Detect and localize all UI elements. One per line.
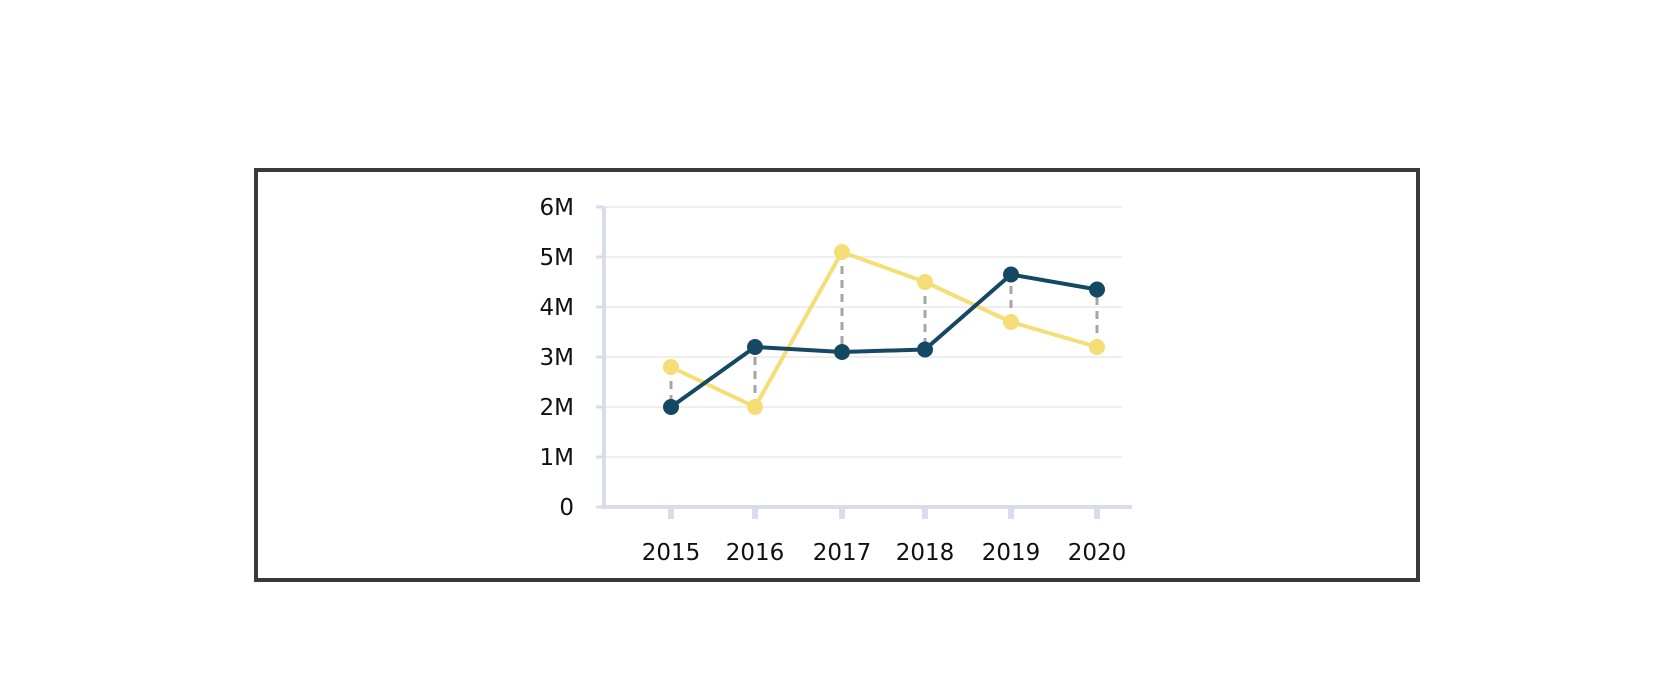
x-tick-label: 2017 <box>813 540 872 566</box>
y-tick-label: 6M <box>540 195 574 221</box>
series-1-point-2018 <box>917 341 933 358</box>
y-tick-label: 2M <box>540 395 574 421</box>
x-tick-label: 2018 <box>896 540 955 566</box>
series-1-point-2019 <box>1003 266 1019 283</box>
grid-layer <box>604 206 1122 458</box>
series-line-0 <box>669 250 1099 409</box>
x-tick-label: 2016 <box>726 540 785 566</box>
y-tick-label: 0 <box>559 495 574 521</box>
series-0-point-2017 <box>834 244 850 260</box>
y-tick-label: 4M <box>540 295 574 321</box>
series-0-point-2019 <box>1003 314 1019 330</box>
series-layer <box>663 244 1105 415</box>
x-tick-label: 2015 <box>642 540 701 566</box>
series-1-point-2020 <box>1089 281 1105 298</box>
series-0-point-2020 <box>1089 339 1105 355</box>
label-layer: 0 1M 2M 3M 4M 5M 6M 2015 2016 2017 2018 2019 2020 <box>540 195 1127 566</box>
series-0-point-2016 <box>747 399 763 415</box>
axis-layer <box>596 205 1132 519</box>
y-tick-label: 5M <box>540 245 574 271</box>
series-1-point-2016 <box>747 339 763 355</box>
series-1-point-2015 <box>663 399 679 415</box>
x-tick-label: 2019 <box>982 540 1041 566</box>
series-0-point-2018 <box>917 274 933 290</box>
chart-frame <box>254 168 1420 582</box>
y-tick-label: 3M <box>540 345 574 371</box>
y-tick-label: 1M <box>540 445 574 471</box>
series-1-point-2017 <box>834 344 850 360</box>
series-line-1 <box>669 272 1099 409</box>
x-tick-label: 2020 <box>1068 540 1127 566</box>
series-0-point-2015 <box>663 359 679 375</box>
